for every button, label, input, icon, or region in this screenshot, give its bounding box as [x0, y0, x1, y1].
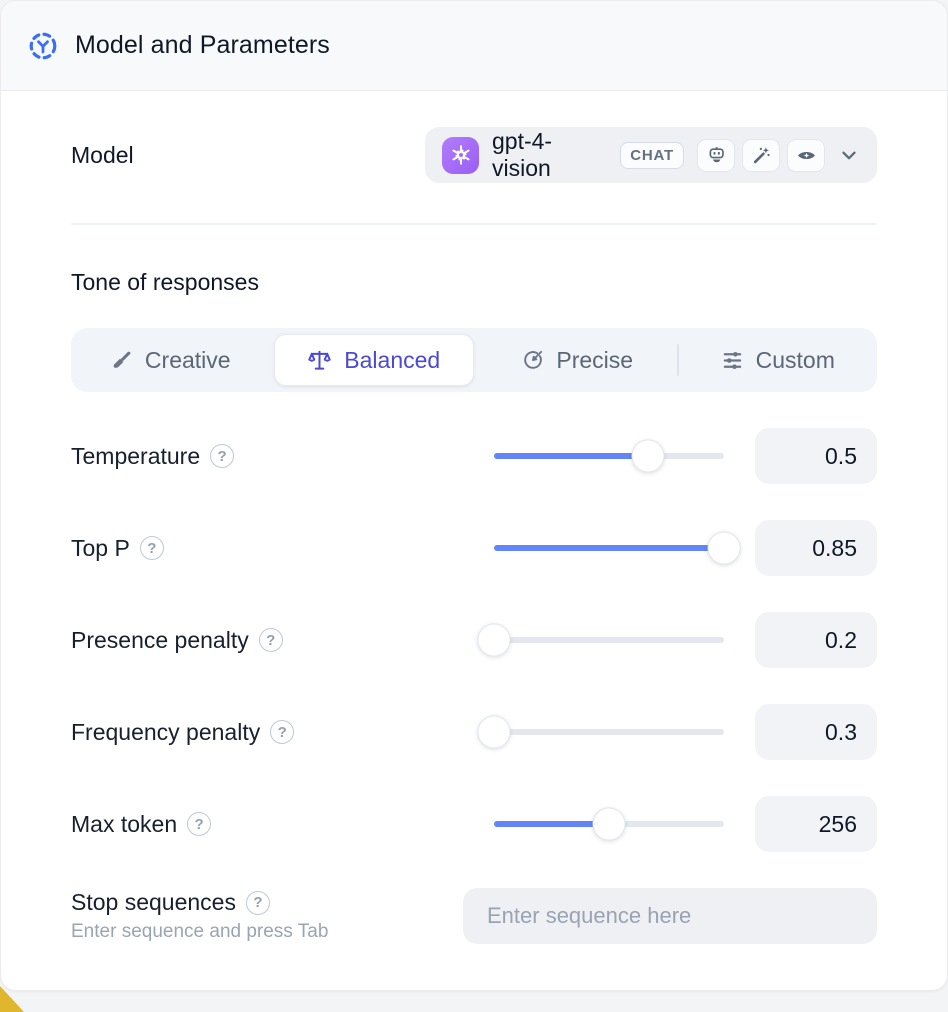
parameter-label: Top P ? — [71, 535, 164, 562]
panel-title: Model and Parameters — [75, 31, 330, 59]
top-p-slider[interactable] — [494, 531, 741, 565]
top-p-value: 0.85 — [755, 520, 877, 576]
parameter-label-text: Max token — [71, 810, 178, 837]
tab-creative[interactable]: Creative — [71, 328, 270, 392]
model-settings-icon — [28, 31, 58, 61]
model-type-badge: CHAT — [620, 141, 684, 169]
parameter-row-presence-penalty: Presence penalty ? 0.2 — [71, 612, 877, 668]
help-icon[interactable]: ? — [270, 720, 295, 744]
slider-fill — [494, 821, 609, 827]
max-token-slider[interactable] — [494, 807, 724, 841]
help-icon[interactable]: ? — [258, 628, 283, 652]
parameter-row-top-p: Top P ? 0.85 — [71, 520, 877, 576]
slider-thumb[interactable] — [592, 807, 626, 841]
max-token-value: 256 — [755, 796, 877, 852]
parameter-row-frequency-penalty: Frequency penalty ? 0.3 — [71, 704, 877, 760]
frequency-penalty-value: 0.3 — [755, 704, 877, 760]
selected-model-name: gpt-4-vision — [492, 128, 553, 181]
parameter-label: Max token ? — [71, 810, 212, 838]
target-arrow-icon — [521, 349, 544, 372]
section-divider — [71, 223, 877, 225]
slider-thumb[interactable] — [477, 623, 511, 657]
slider-fill — [494, 545, 724, 551]
model-select-dropdown[interactable]: gpt-4-vision CHAT — [425, 127, 877, 183]
model-parameters-panel: Model and Parameters Model gpt-4-vision — [0, 0, 948, 991]
parameter-row-temperature: Temperature ? 0.5 — [71, 428, 877, 484]
tone-section-title: Tone of responses — [71, 269, 259, 295]
help-icon[interactable]: ? — [210, 444, 235, 468]
tab-custom[interactable]: Custom — [679, 328, 878, 392]
parameter-label-text: Temperature — [71, 442, 201, 469]
tab-label: Precise — [556, 346, 634, 373]
help-icon[interactable]: ? — [245, 890, 270, 915]
tab-precise[interactable]: Precise — [478, 328, 677, 392]
slider-fill — [494, 453, 649, 459]
tab-label: Creative — [144, 346, 231, 373]
paintbrush-icon — [110, 349, 133, 372]
parameter-label: Frequency penalty ? — [71, 718, 295, 746]
parameter-label-text: Presence penalty — [71, 626, 249, 653]
temperature-value: 0.5 — [755, 428, 877, 484]
slider-thumb[interactable] — [477, 715, 511, 749]
presence-penalty-value: 0.2 — [755, 612, 877, 668]
parameter-label-text: Top P — [71, 534, 130, 561]
sliders-icon — [721, 349, 744, 372]
panel-header: Model and Parameters — [1, 1, 947, 91]
help-icon[interactable]: ? — [139, 536, 164, 560]
tab-label: Balanced — [344, 346, 441, 373]
tone-selector: Creative Balanced — [71, 328, 877, 392]
tab-balanced[interactable]: Balanced — [273, 334, 474, 386]
stop-sequences-label: Stop sequences ? — [71, 889, 328, 916]
stop-sequence-input[interactable] — [463, 888, 877, 944]
frequency-penalty-slider[interactable] — [477, 715, 724, 749]
capability-badges — [697, 138, 825, 172]
stop-sequences-label-text: Stop sequences — [71, 889, 236, 915]
robot-icon — [697, 138, 735, 172]
slider-thumb[interactable] — [631, 439, 665, 473]
parameter-label-text: Frequency penalty — [71, 718, 261, 745]
model-row: Model gpt-4-vision CHAT — [71, 127, 877, 183]
chevron-down-icon — [838, 144, 860, 166]
stop-sequences-label-block: Stop sequences ? Enter sequence and pres… — [71, 889, 328, 943]
magic-wand-icon — [742, 138, 780, 172]
help-icon[interactable]: ? — [187, 812, 212, 836]
parameter-row-max-token: Max token ? 256 — [71, 796, 877, 852]
presence-penalty-slider[interactable] — [477, 623, 724, 657]
temperature-slider[interactable] — [494, 439, 724, 473]
slider-thumb[interactable] — [707, 531, 741, 565]
vision-eye-icon — [787, 138, 825, 172]
parameter-label: Temperature ? — [71, 442, 235, 470]
stop-sequences-row: Stop sequences ? Enter sequence and pres… — [71, 888, 877, 944]
balance-scale-icon — [307, 348, 332, 373]
tab-divider — [676, 344, 679, 376]
tab-label: Custom — [755, 346, 835, 373]
parameter-label: Presence penalty ? — [71, 627, 283, 654]
stop-sequences-helper: Enter sequence and press Tab — [71, 921, 329, 942]
model-label: Model — [71, 141, 134, 168]
openai-logo-icon — [442, 136, 479, 174]
